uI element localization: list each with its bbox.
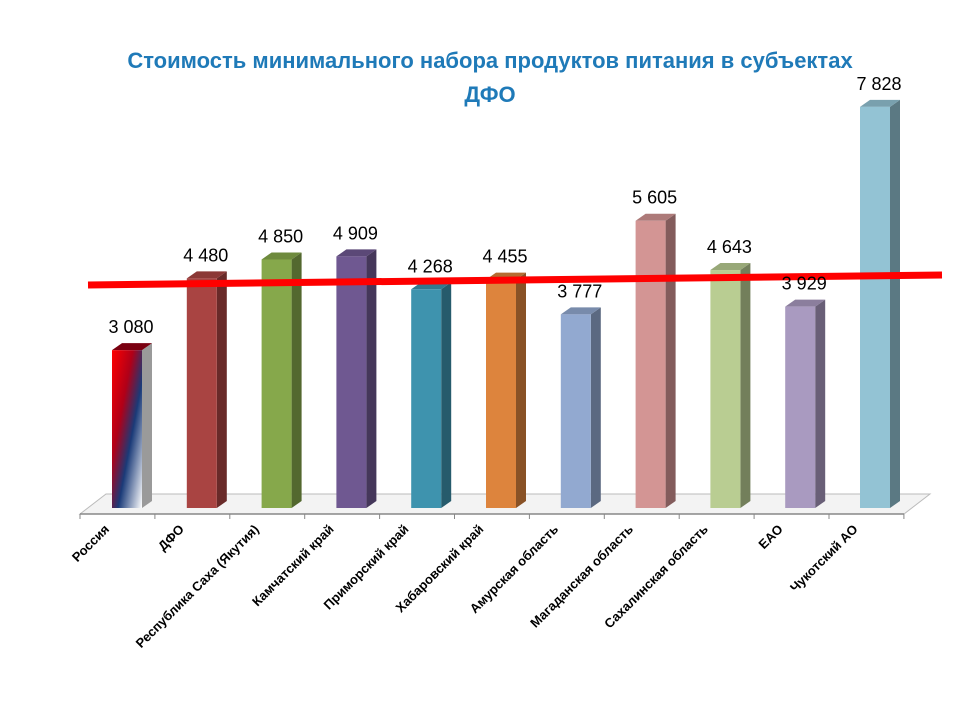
value-label: 4 850 <box>258 226 303 246</box>
bar-front <box>785 306 816 508</box>
bar-side <box>291 252 302 508</box>
bar-2 <box>186 271 227 508</box>
category-label: ЕАО <box>755 522 785 552</box>
value-label: 4 643 <box>707 237 752 257</box>
bar-top <box>710 263 751 271</box>
bar-top <box>336 249 377 257</box>
bar-9 <box>710 263 751 508</box>
bar-top <box>860 99 900 107</box>
bar-10 <box>785 299 826 508</box>
reference-line <box>87 271 943 289</box>
bar-side <box>665 213 676 508</box>
bar-front <box>710 270 741 508</box>
bar-front <box>860 106 890 508</box>
value-label: 4 455 <box>482 247 527 267</box>
category-label: ДФО <box>155 522 187 554</box>
bar-front <box>560 314 591 508</box>
bar-side <box>815 299 826 508</box>
value-label: 4 268 <box>408 256 453 276</box>
value-label: 4 480 <box>183 245 228 265</box>
bar-front <box>411 289 442 508</box>
bar-front <box>336 256 367 508</box>
bar-side <box>216 271 227 508</box>
value-label: 3 080 <box>108 317 153 337</box>
bar-front <box>261 259 292 508</box>
bar-side <box>441 282 452 508</box>
bar-side <box>890 99 900 508</box>
bar-side <box>366 249 377 508</box>
bar-top <box>785 299 826 307</box>
reference-line-group <box>87 271 943 289</box>
bar-3 <box>261 252 302 508</box>
bar-1 <box>112 343 152 508</box>
bar-11 <box>860 99 900 508</box>
value-labels-group: 3 080 4 480 4 850 4 909 4 268 4 455 3 777 5 605… <box>108 74 901 337</box>
bar-4 <box>336 249 377 508</box>
chart-title: Стоимость минимального набора продуктов … <box>127 48 853 107</box>
bar-top <box>261 252 302 260</box>
bar-front <box>635 220 666 508</box>
bar-side <box>590 307 601 508</box>
bar-5 <box>411 282 452 508</box>
value-label: 4 909 <box>333 223 378 243</box>
bar-top <box>186 271 227 279</box>
bar-front <box>112 350 142 508</box>
bar-top <box>112 343 152 351</box>
bar-front <box>186 278 217 508</box>
value-label: 5 605 <box>632 188 677 208</box>
bar-top <box>635 213 676 221</box>
bar-side <box>740 263 751 508</box>
value-label: 7 828 <box>856 74 901 94</box>
category-label: Россия <box>69 522 112 565</box>
bar-front <box>486 279 516 508</box>
value-label: 3 929 <box>782 274 827 294</box>
bar-side <box>516 272 526 508</box>
category-label: Республика Саха (Якутия) <box>133 522 262 651</box>
bar-side <box>142 343 152 508</box>
bars-group <box>112 99 900 508</box>
bar-7 <box>560 307 601 508</box>
bar-6 <box>486 272 526 508</box>
category-label: Камчатский край <box>249 522 337 610</box>
bar-8 <box>635 213 676 508</box>
bar-top <box>560 307 601 315</box>
category-label: Чукотский АО <box>787 522 861 596</box>
value-label: 3 777 <box>557 281 602 301</box>
